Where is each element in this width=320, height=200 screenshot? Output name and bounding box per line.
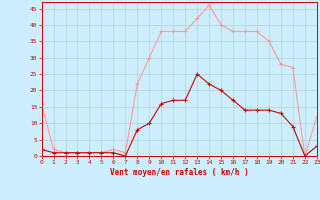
X-axis label: Vent moyen/en rafales ( km/h ): Vent moyen/en rafales ( km/h )	[110, 168, 249, 177]
